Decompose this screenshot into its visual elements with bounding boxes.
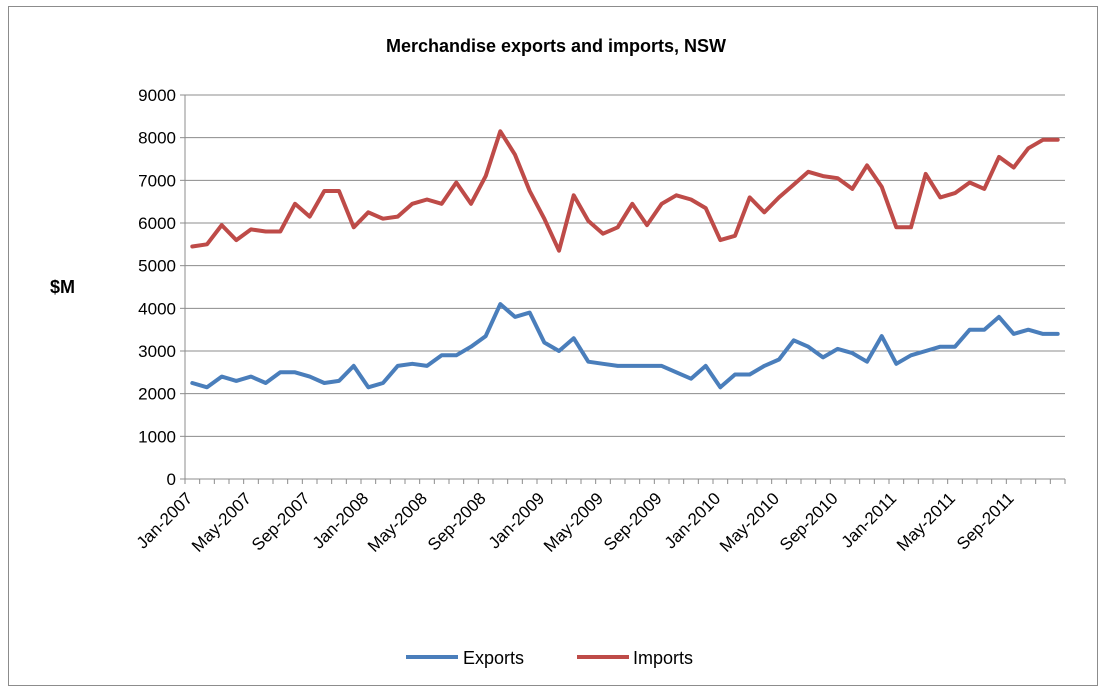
series-exports [190, 302, 1060, 390]
x-tick-label: Jan-2009 [485, 489, 549, 553]
y-tick-label: 4000 [138, 299, 176, 318]
x-tick-label: Jan-2011 [838, 489, 901, 552]
y-tick-label: 5000 [138, 257, 176, 276]
y-axis-label: $M [50, 277, 75, 297]
axes [184, 95, 1066, 484]
series-imports [190, 129, 1060, 253]
legend-item-imports: Imports [577, 648, 693, 668]
y-tick-label: 2000 [138, 385, 176, 404]
x-tick-label: Sep-2008 [424, 489, 490, 555]
chart-title: Merchandise exports and imports, NSW [386, 36, 726, 56]
x-tick-label: Sep-2010 [776, 489, 842, 555]
x-tick-label: May-2008 [364, 489, 431, 556]
series-line-imports [190, 129, 1060, 253]
x-tick-labels: Jan-2007May-2007Sep-2007Jan-2008May-2008… [133, 489, 1018, 556]
y-tick-label: 1000 [138, 427, 176, 446]
x-tick-label: May-2010 [716, 489, 783, 556]
y-tick-label: 6000 [138, 214, 176, 233]
y-tick-labels: 0 1000 2000 3000 4000 5000 6000 7000 8000 9000 [138, 86, 176, 489]
y-tick-label: 9000 [138, 86, 176, 105]
y-tick-label: 7000 [138, 171, 176, 190]
series-line-exports [190, 302, 1060, 390]
x-tick-label: May-2009 [540, 489, 607, 556]
x-tick-label: Jan-2010 [661, 489, 725, 553]
y-tick-label: 3000 [138, 342, 176, 361]
x-tick-label: May-2007 [188, 489, 255, 556]
legend: Exports Imports [406, 648, 693, 668]
x-tick-label: Sep-2009 [600, 489, 666, 555]
y-tick-label: 8000 [138, 129, 176, 148]
x-tick-label: May-2011 [893, 489, 959, 555]
legend-label: Imports [633, 648, 693, 668]
x-tick-label: Jan-2008 [309, 489, 373, 553]
series-lines [190, 129, 1060, 390]
x-tick-label: Sep-2011 [953, 489, 1018, 554]
x-tick-label: Sep-2007 [248, 489, 314, 555]
gridlines [180, 94, 1065, 480]
legend-item-exports: Exports [406, 648, 524, 668]
x-tick-label: Jan-2007 [133, 489, 197, 553]
legend-label: Exports [463, 648, 524, 668]
y-tick-label: 0 [167, 470, 176, 489]
